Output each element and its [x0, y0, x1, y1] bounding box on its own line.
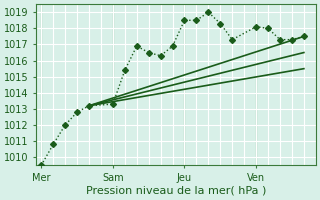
X-axis label: Pression niveau de la mer( hPa ): Pression niveau de la mer( hPa ) [86, 186, 266, 196]
